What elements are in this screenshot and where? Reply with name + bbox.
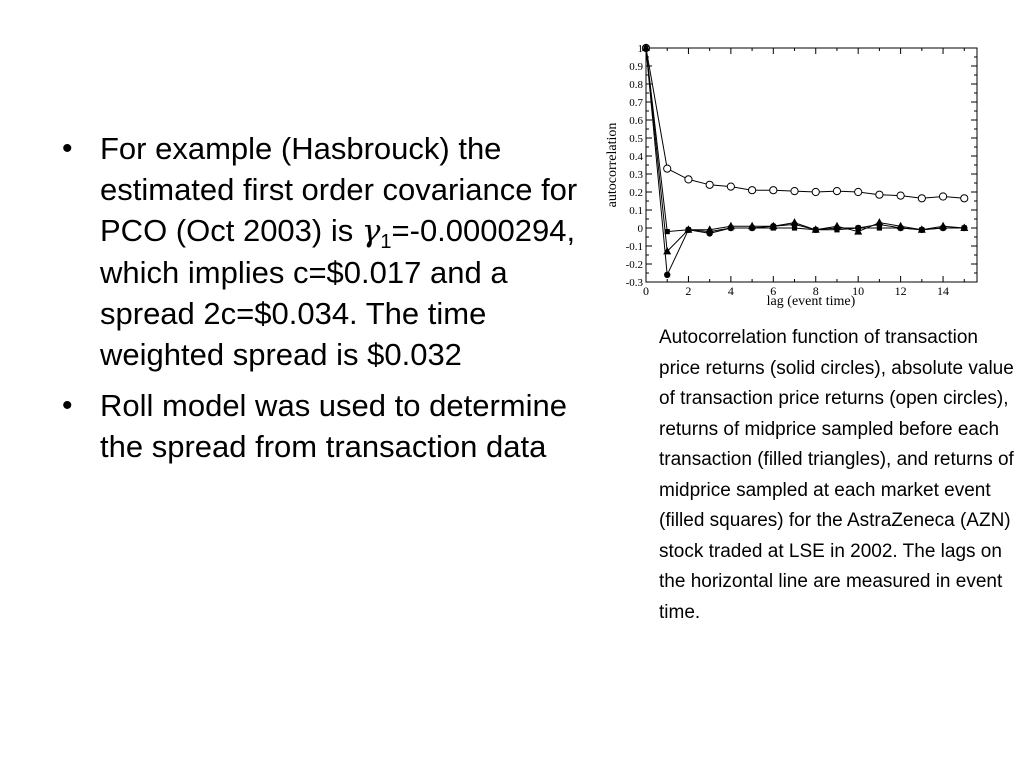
gamma-symbol: γ xyxy=(361,213,381,249)
point-open-circle xyxy=(960,194,969,203)
y-tick-label: -0.3 xyxy=(626,277,644,289)
bullet-text-after: =-0.0000294, which implies c=$0.017 and … xyxy=(100,213,576,372)
plot-frame xyxy=(645,47,978,283)
y-tick-label: -0.2 xyxy=(626,259,643,271)
x-axis-label: lag (event time) xyxy=(767,294,856,309)
point-open-circle xyxy=(832,187,842,196)
point-open-circle xyxy=(896,191,905,200)
point-filled-square xyxy=(728,225,734,231)
gamma-subscript: 1 xyxy=(380,231,392,254)
y-tick-label: 0.8 xyxy=(629,79,643,91)
y-tick-label: 1 xyxy=(638,43,644,55)
y-tick-label: 0.4 xyxy=(629,151,643,163)
autocorrelation-chart: 0 2 4 6 8 10 12 14 -0.3 -0.2 -0.1 0 0.1 0.2 0.3 0.4 0.5… xyxy=(605,43,978,309)
point-filled-square xyxy=(685,227,692,233)
point-filled-square xyxy=(749,225,755,231)
point-open-circle xyxy=(790,187,799,196)
point-filled-square xyxy=(834,227,840,233)
point-filled-square xyxy=(707,229,713,235)
x-tick-label: 4 xyxy=(728,284,734,298)
point-filled-square xyxy=(813,227,819,233)
point-filled-square xyxy=(664,229,670,235)
x-tick-label: 8 xyxy=(813,284,819,298)
y-axis-ticks: -0.3 -0.2 -0.1 0 0.1 0.2 0.3 0.4 0.5 0.6 0.7 0.8 0.9… xyxy=(626,43,977,289)
point-filled-square xyxy=(855,225,861,231)
point-filled-square xyxy=(940,225,946,231)
point-open-circle xyxy=(726,182,735,191)
bullet-text-before: For example (Hasbrouck) the estimated fi… xyxy=(100,131,578,248)
y-axis-label: autocorrelation xyxy=(605,123,620,208)
point-filled-square xyxy=(961,225,967,231)
y-tick-label: 0.7 xyxy=(629,97,643,109)
point-open-circle xyxy=(769,186,778,195)
point-filled-square xyxy=(876,225,882,231)
point-open-circle xyxy=(938,192,948,201)
x-tick-label: 6 xyxy=(770,284,776,298)
x-axis-ticks: 0 2 4 6 8 10 12 14 xyxy=(643,48,965,298)
point-open-circle xyxy=(705,180,714,189)
point-open-circle xyxy=(663,164,672,173)
point-filled-square xyxy=(898,225,904,231)
x-tick-label: 10 xyxy=(852,284,864,298)
point-open-circle xyxy=(747,186,757,195)
series-line-open-circle xyxy=(645,47,965,199)
bullet-list: For example (Hasbrouck) the estimated fi… xyxy=(58,128,598,477)
point-filled-square xyxy=(643,45,649,51)
y-tick-label: 0.5 xyxy=(629,133,643,145)
series-line-filled-square xyxy=(645,47,965,233)
x-tick-label: 12 xyxy=(895,284,907,298)
x-tick-label: 14 xyxy=(937,284,949,298)
y-tick-label: 0.9 xyxy=(629,61,643,73)
y-tick-label: 0.1 xyxy=(629,205,643,217)
y-tick-label: 0.6 xyxy=(629,115,643,127)
bullet-text: Roll model was used to determine the spr… xyxy=(100,388,567,464)
point-filled-square xyxy=(770,225,776,231)
point-open-circle xyxy=(811,187,820,197)
series-layer xyxy=(641,43,969,278)
point-open-circle xyxy=(684,175,693,184)
x-tick-label: 2 xyxy=(685,284,691,298)
point-filled-square xyxy=(919,227,925,233)
y-tick-label: 0.3 xyxy=(629,169,643,181)
point-open-circle xyxy=(917,194,926,203)
series-line-filled-triangle xyxy=(645,47,965,253)
y-tick-label: 0.2 xyxy=(629,187,643,199)
series-line-filled-circle xyxy=(645,47,965,277)
point-filled-circle xyxy=(664,271,671,278)
figure-caption: Autocorrelation function of transaction … xyxy=(659,327,1014,623)
point-filled-triangle xyxy=(790,218,799,226)
y-tick-label: -0.1 xyxy=(626,241,643,253)
bullet-item-hasbrouck: For example (Hasbrouck) the estimated fi… xyxy=(58,128,598,375)
point-open-circle xyxy=(875,190,884,199)
y-tick-label: 0 xyxy=(638,223,644,235)
x-tick-label: 0 xyxy=(643,284,649,298)
point-open-circle xyxy=(854,187,863,197)
point-filled-triangle xyxy=(875,218,884,226)
point-filled-square xyxy=(791,225,798,231)
point-filled-triangle xyxy=(663,246,672,255)
bullet-item-roll-model: Roll model was used to determine the spr… xyxy=(58,385,598,467)
point-filled-triangle xyxy=(854,227,863,235)
